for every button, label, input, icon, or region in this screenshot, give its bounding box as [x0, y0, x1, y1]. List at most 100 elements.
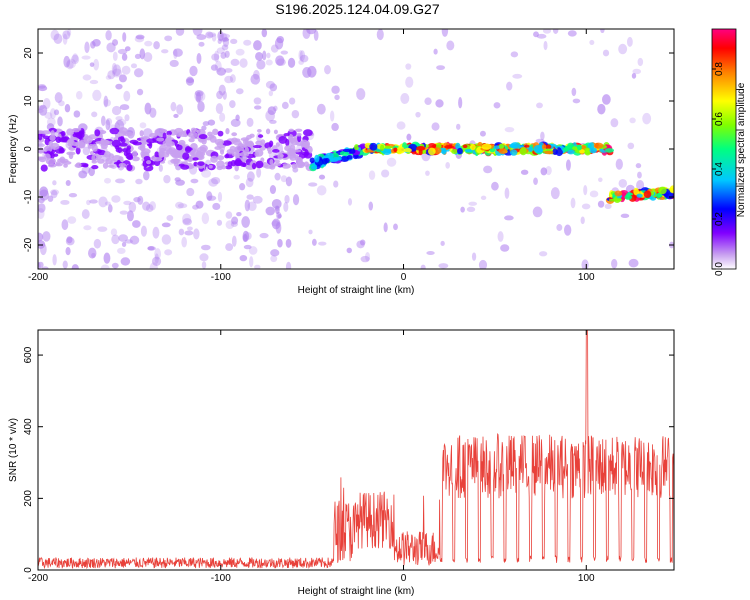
spectrogram-cell: [105, 30, 112, 41]
spectrogram-cell: [136, 88, 144, 96]
spectrogram-cell: [139, 143, 146, 149]
spectrogram-cell: [77, 131, 83, 140]
spectrogram-cell: [105, 119, 111, 131]
spectrogram-cell: [567, 149, 575, 155]
spectrogram-cell: [164, 35, 173, 42]
spectrogram-cell: [103, 252, 111, 264]
spectrogram-cell: [227, 161, 233, 167]
spectrogram-cell: [325, 152, 334, 159]
spectrogram-cell: [44, 112, 53, 119]
spectrogram-cell: [631, 72, 637, 79]
spectrogram-cell: [118, 162, 127, 168]
spectrogram-cell: [445, 162, 450, 169]
spectrogram-cell: [479, 130, 486, 137]
spectrogram-cell: [491, 181, 499, 191]
spectrogram-cell: [589, 190, 599, 198]
spectrogram-cell: [285, 238, 292, 248]
spectrogram-cell: [212, 202, 221, 211]
spectrogram-cell: [53, 109, 60, 116]
x-tick-label: 0: [401, 573, 407, 584]
spectrogram-cell: [285, 261, 292, 269]
spectrogram-cell: [78, 170, 88, 179]
spectrogram-cell: [54, 92, 63, 103]
spectrogram-cell: [107, 204, 113, 213]
spectrogram-cell: [499, 143, 505, 150]
spectrogram-cell: [82, 74, 92, 81]
spectrogram-cell: [115, 116, 123, 121]
spectrogram-cell: [91, 154, 96, 163]
spectrogram-cell: [38, 240, 46, 249]
spectrogram-cell: [63, 163, 68, 168]
spectrogram-cell: [379, 144, 385, 152]
spectrogram-cell: [40, 164, 48, 172]
spectrogram-cell: [218, 84, 226, 96]
spectrogram-cell: [385, 148, 393, 154]
spectrogram-cell: [246, 171, 255, 182]
spectrogram-cell: [133, 68, 144, 78]
spectrogram-cell: [89, 150, 95, 156]
spectrogram-cell: [144, 40, 153, 47]
spectrogram-cell: [356, 88, 366, 100]
spectrogram-cell: [103, 95, 109, 108]
spectrogram-cell: [497, 231, 504, 242]
spectrogram-cell: [298, 59, 304, 65]
spectrogram-cell: [400, 93, 410, 104]
spectrogram-cell: [446, 40, 455, 51]
spectrogram-cell: [239, 58, 248, 68]
spectrogram-cell: [221, 37, 230, 42]
spectrogram-cell: [288, 128, 294, 133]
spectrogram-cell: [198, 138, 207, 142]
spectrogram-cell: [61, 160, 72, 165]
spectrogram-cell: [211, 33, 217, 42]
spectrogram-cell: [177, 203, 188, 209]
spectrogram-cell: [469, 143, 476, 151]
spectrogram-cell: [118, 74, 127, 83]
spectrogram-cell: [119, 104, 130, 111]
spectrogram-cell: [206, 191, 213, 201]
spectrogram-cell: [571, 87, 577, 97]
spectrogram-cell: [151, 256, 162, 267]
spectrogram-cell: [186, 187, 195, 197]
spectrogram-cell: [275, 55, 285, 66]
spectrogram-cell: [50, 189, 60, 196]
spectrogram-cell: [618, 43, 628, 55]
spectrogram-cell: [253, 40, 262, 51]
spectrogram-cell: [283, 201, 289, 213]
spectrogram-cell: [140, 225, 147, 237]
spectrogram-cell: [478, 259, 488, 269]
spectrogram-cell: [217, 30, 224, 42]
spectrogram-cell: [97, 149, 106, 156]
spectrogram-cell: [149, 107, 157, 118]
spectrogram-cell: [298, 49, 303, 61]
spectrogram-cell: [348, 148, 356, 154]
spectrogram-cell: [291, 109, 300, 119]
spectrogram-cell: [233, 174, 241, 180]
spectrogram-cell: [242, 234, 248, 243]
spectrogram-cell: [72, 133, 79, 138]
spectrogram-cell: [214, 146, 222, 151]
spectrogram-cell: [310, 165, 318, 170]
y-tick-label: 10: [23, 95, 34, 107]
spectrogram-cell: [154, 253, 159, 264]
spectrogram-cell: [504, 187, 510, 199]
spectrogram-cell: [658, 186, 667, 195]
spectrogram-cell: [296, 132, 302, 137]
spectrogram-cell: [75, 147, 81, 155]
spectrogram-cell: [528, 146, 533, 153]
spectrogram-cell: [103, 151, 112, 158]
spectrogram-cell: [67, 216, 77, 224]
spectrogram-cell: [642, 112, 652, 125]
spectrogram-cell: [211, 176, 221, 185]
spectrogram-cell: [297, 160, 304, 165]
spectrogram-cell: [182, 218, 192, 226]
spectrogram-cell: [550, 187, 560, 200]
spectrogram-cell: [126, 154, 134, 161]
spectrogram-cell: [84, 41, 90, 54]
spectrogram-cell: [243, 244, 252, 250]
spectrogram-cell: [334, 94, 340, 101]
spectrogram-cell: [71, 54, 80, 65]
spectrogram-cell: [154, 248, 162, 260]
spectrogram-cell: [42, 231, 51, 242]
spectrogram-cell: [121, 65, 131, 75]
spectrogram-cell: [196, 53, 202, 64]
